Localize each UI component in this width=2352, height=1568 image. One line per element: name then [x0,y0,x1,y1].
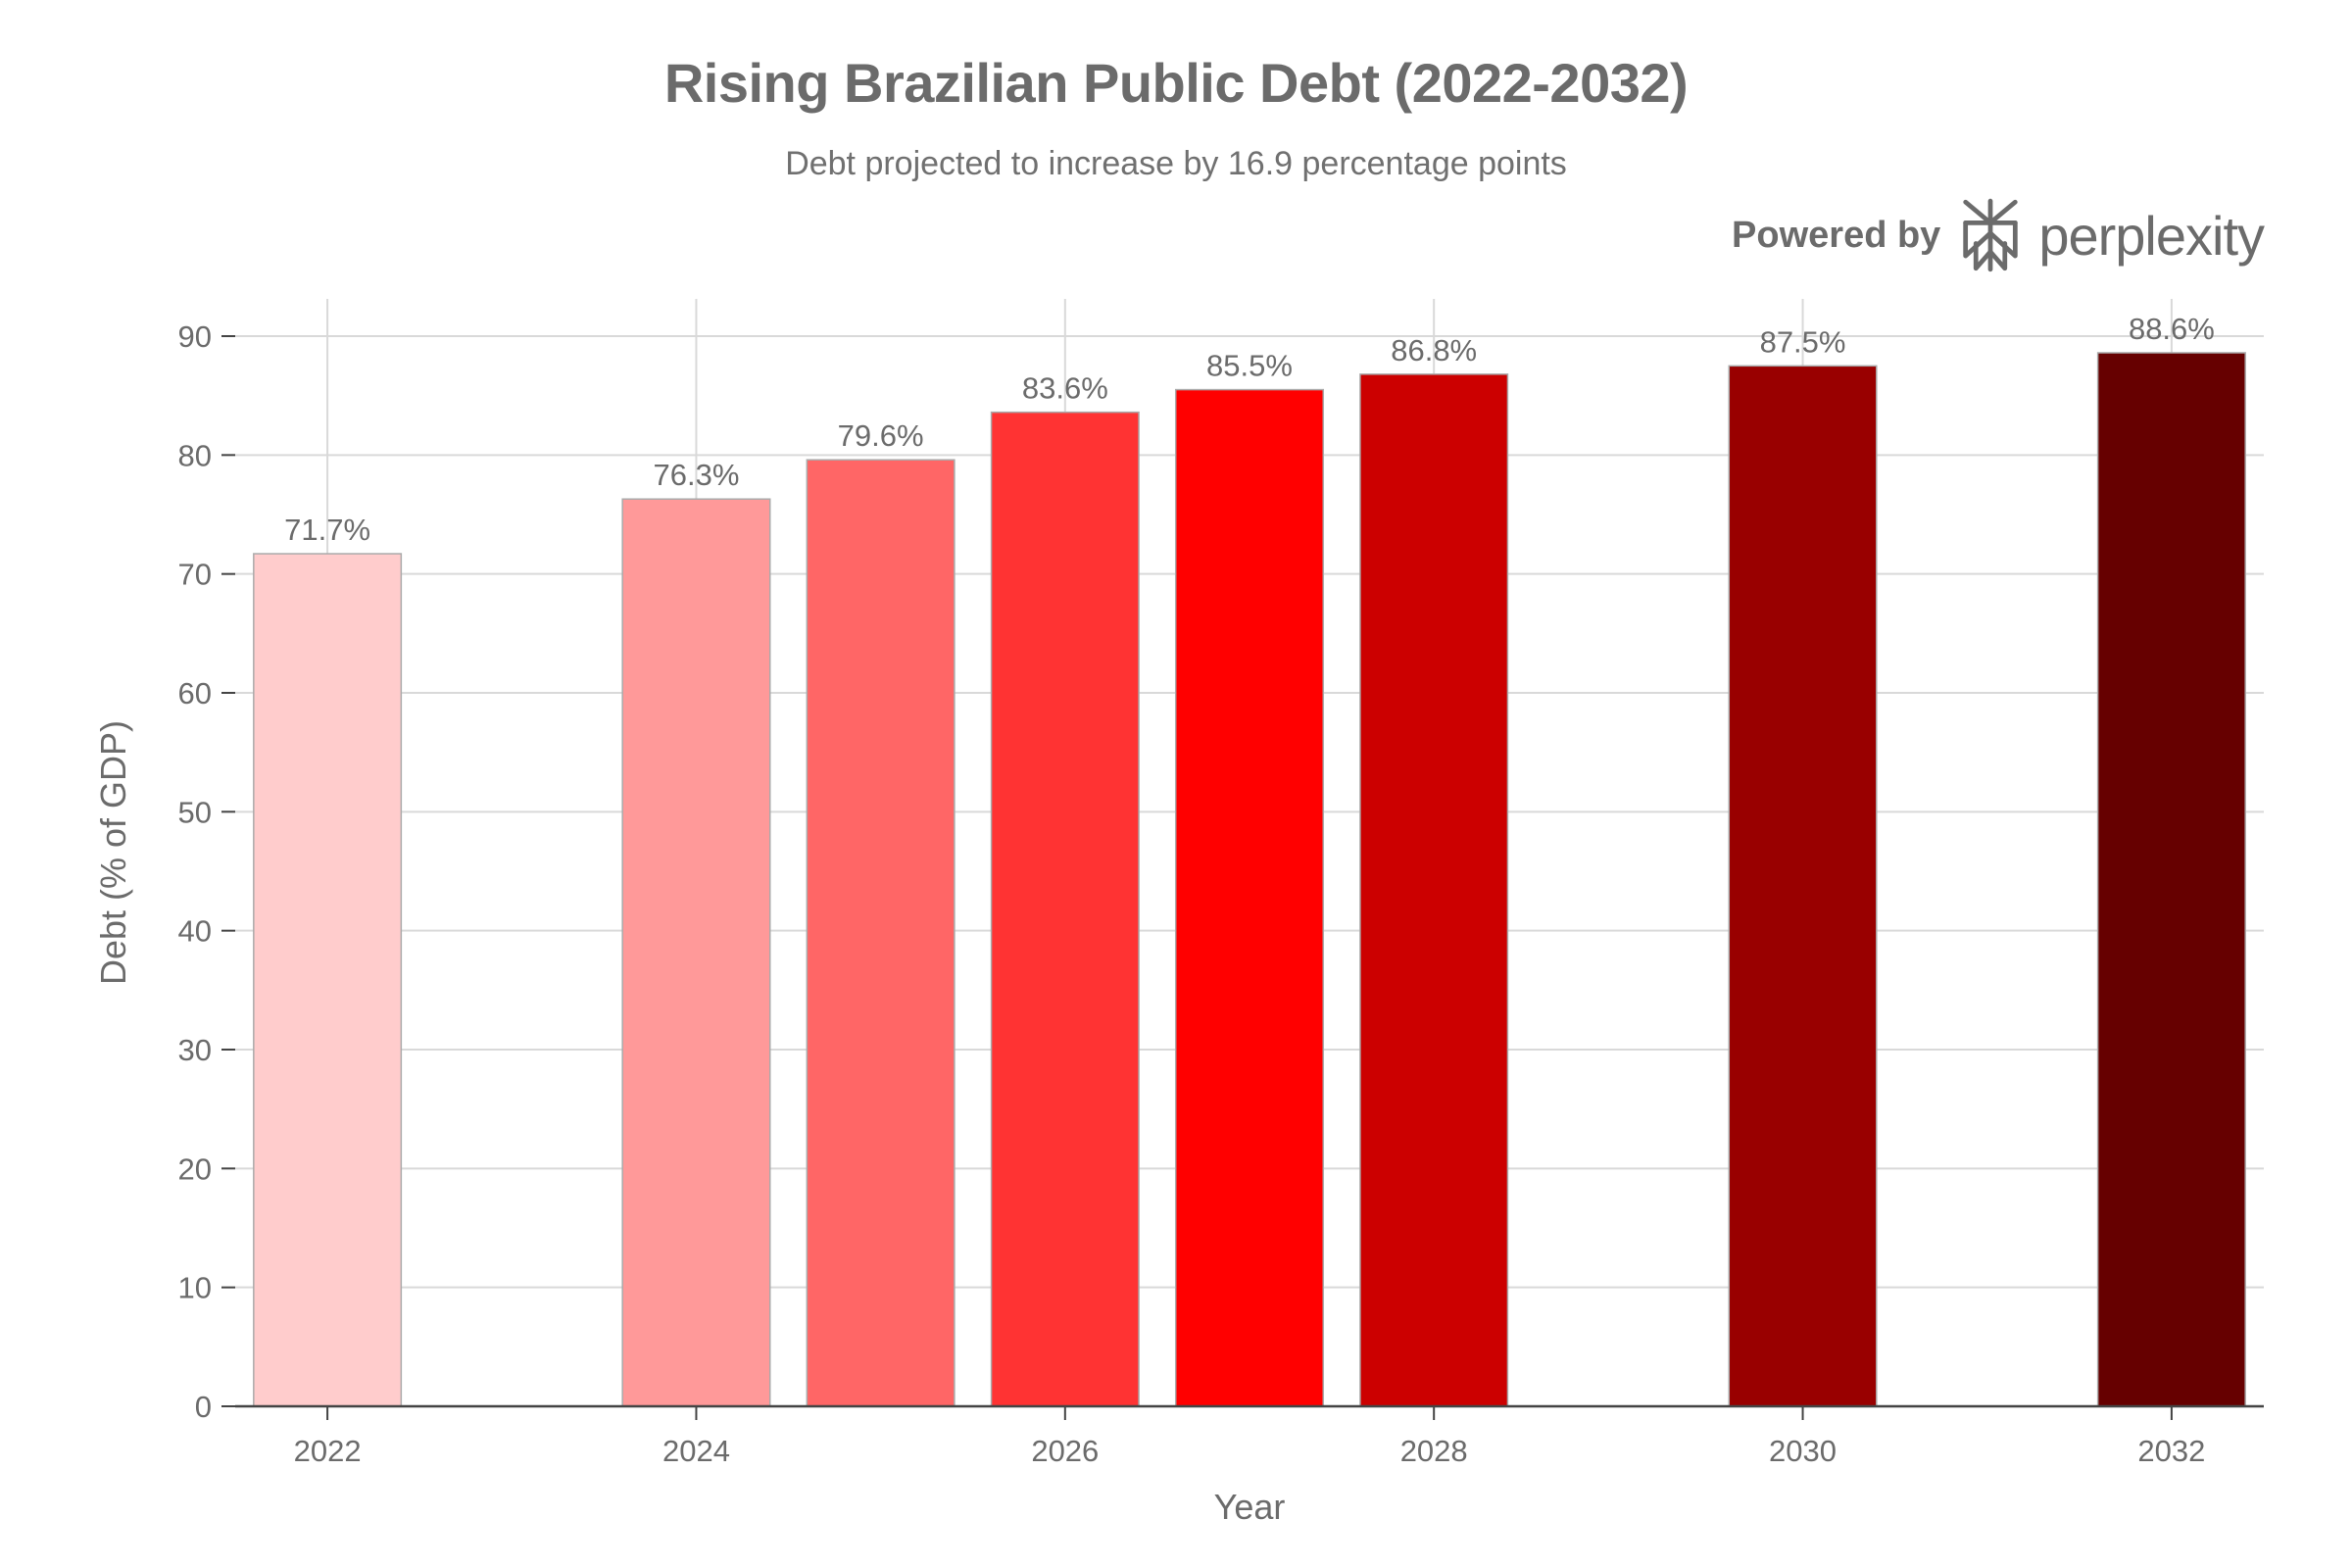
y-tick-label: 60 [178,676,212,710]
bar-2028 [1359,373,1509,1407]
data-label-2022: 71.7% [284,513,370,547]
data-label-2025: 79.6% [838,418,924,453]
y-tick-label: 70 [178,558,212,592]
x-tick-label: 2030 [1769,1434,1837,1468]
y-tick-label: 50 [178,795,212,829]
bar-2032 [2096,352,2246,1407]
x-tick-label: 2026 [1031,1434,1099,1468]
perplexity-wordmark: perplexity [2038,204,2265,267]
y-tick-label: 40 [178,914,212,949]
data-label-2028: 86.8% [1391,333,1477,368]
powered-by-brand: Powered by perplexity [1732,196,2265,274]
perplexity-logo-icon [1963,198,2019,272]
bar-2022 [253,553,403,1407]
x-axis-title: Year [1214,1487,1286,1527]
x-tick-label: 2028 [1400,1434,1468,1468]
y-axis-title: Debt (% of GDP) [93,720,133,985]
y-tick-label: 10 [178,1271,212,1305]
chart-subtitle: Debt projected to increase by 16.9 perce… [785,145,1567,182]
data-label-2026: 83.6% [1022,371,1108,406]
bar-2027 [1174,388,1325,1407]
x-tick-label: 2022 [294,1434,362,1468]
y-tick-label: 90 [178,319,212,354]
bar-labels: 71.7% 76.3% 79.6% 83.6% 85.5% 86.8% 87.5% 88.6% [284,312,2215,547]
bar-2025 [806,459,956,1407]
x-tick-label: 2024 [662,1434,730,1468]
bars [253,352,2246,1407]
y-tick-label: 80 [178,438,212,472]
y-tick-label: 20 [178,1152,212,1186]
bar-2026 [990,411,1140,1407]
data-label-2030: 87.5% [1760,324,1846,359]
x-tick-label: 2032 [2137,1434,2205,1468]
bar-2024 [621,498,771,1407]
bar-2030 [1728,365,1878,1407]
data-label-2032: 88.6% [2129,312,2215,346]
powered-by-label: Powered by [1732,214,1941,256]
y-tick-label: 0 [195,1390,212,1424]
data-label-2027: 85.5% [1206,349,1293,383]
chart-title: Rising Brazilian Public Debt (2022-2032) [663,52,1689,114]
y-tick-label: 30 [178,1033,212,1067]
data-label-2024: 76.3% [654,458,740,492]
